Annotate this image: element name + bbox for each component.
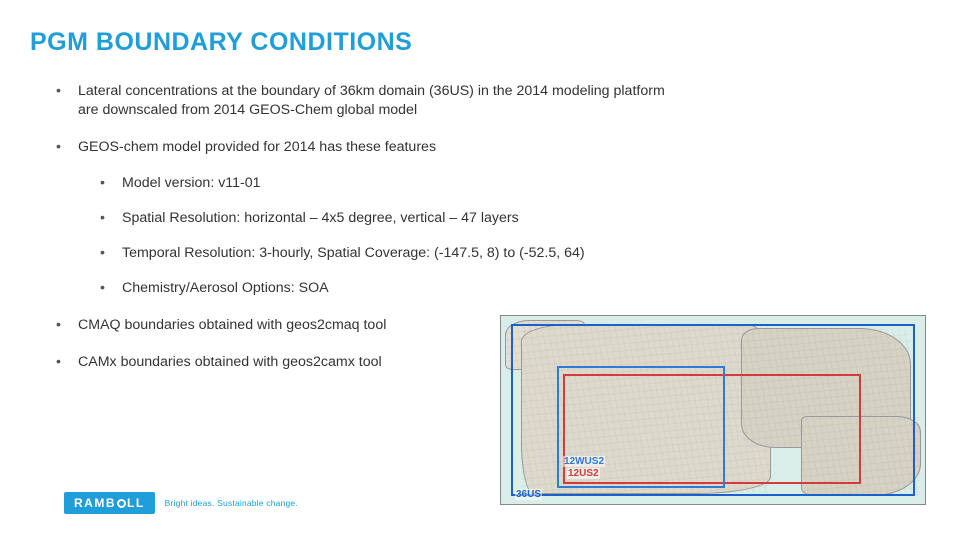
domain-label-36us: 36US [515,489,542,500]
logo-text: RAMB [74,496,116,510]
bullet-text: Lateral concentrations at the boundary o… [78,83,665,118]
footer: RAMB LL Bright ideas. Sustainable change. [64,492,298,514]
logo-o-icon [117,499,126,508]
list-item: Lateral concentrations at the boundary o… [56,82,676,120]
domain-label-12us2: 12US2 [567,468,600,479]
bullet-text: GEOS-chem model provided for 2014 has th… [78,139,436,155]
ramboll-logo: RAMB LL [64,492,155,514]
bullet-text: CAMx boundaries obtained with geos2camx … [78,354,382,370]
bullet-text: Chemistry/Aerosol Options: SOA [122,280,329,296]
footer-tagline: Bright ideas. Sustainable change. [165,498,298,508]
bullet-text: Spatial Resolution: horizontal – 4x5 deg… [122,210,519,226]
bullet-text: Temporal Resolution: 3-hourly, Spatial C… [122,245,585,261]
list-item: Spatial Resolution: horizontal – 4x5 deg… [78,209,676,228]
page-title: PGM BOUNDARY CONDITIONS [30,28,412,57]
list-item: Chemistry/Aerosol Options: SOA [78,279,676,298]
bullet-text: CMAQ boundaries obtained with geos2cmaq … [78,317,386,333]
domain-map: 12WUS2 12US2 36US [500,315,926,505]
map-background: 12WUS2 12US2 36US [500,315,926,505]
domain-label-12wus2: 12WUS2 [563,456,605,467]
bullet-text: Model version: v11-01 [122,175,261,191]
list-item: Model version: v11-01 [78,174,676,193]
list-item: GEOS-chem model provided for 2014 has th… [56,138,676,298]
list-item: Temporal Resolution: 3-hourly, Spatial C… [78,244,676,263]
logo-text: LL [127,496,145,510]
